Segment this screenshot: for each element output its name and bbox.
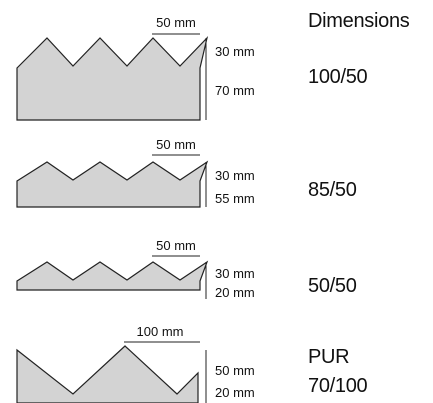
profile-label-100-50: 100/50 — [308, 66, 368, 88]
profile-label-70-100: 70/100 — [308, 375, 368, 397]
profile-shape — [16, 260, 209, 291]
profile-shape — [16, 36, 209, 121]
base-height-label: 55 mm — [215, 191, 255, 206]
pitch-label: 50 mm — [156, 15, 196, 30]
base-height-label: 20 mm — [215, 285, 255, 300]
profile-shape — [16, 160, 209, 208]
base-height-label: 70 mm — [215, 83, 255, 98]
pitch-label: 50 mm — [156, 137, 196, 152]
profile-label-50-50: 50/50 — [308, 275, 357, 297]
dimensions-heading: Dimensions — [308, 10, 410, 32]
profile-shape — [16, 345, 199, 403]
profile-100-50: 50 mm 30 mm 70 mm — [16, 15, 255, 121]
peak-height-label: 30 mm — [215, 168, 255, 183]
profile-label-85-50: 85/50 — [308, 179, 357, 201]
peak-height-label: 30 mm — [215, 44, 255, 59]
profile-85-50: 50 mm 30 mm 55 mm — [16, 137, 255, 208]
base-height-label: 20 mm — [215, 385, 255, 400]
profile-50-50: 50 mm 30 mm 20 mm — [16, 238, 255, 300]
peak-height-label: 50 mm — [215, 363, 255, 378]
pitch-label: 50 mm — [156, 238, 196, 253]
peak-height-label: 30 mm — [215, 266, 255, 281]
pitch-label: 100 mm — [137, 324, 184, 339]
profile-label-pur: PUR — [308, 346, 350, 368]
profile-pur-70-100: 100 mm 50 mm 20 mm — [16, 324, 255, 403]
